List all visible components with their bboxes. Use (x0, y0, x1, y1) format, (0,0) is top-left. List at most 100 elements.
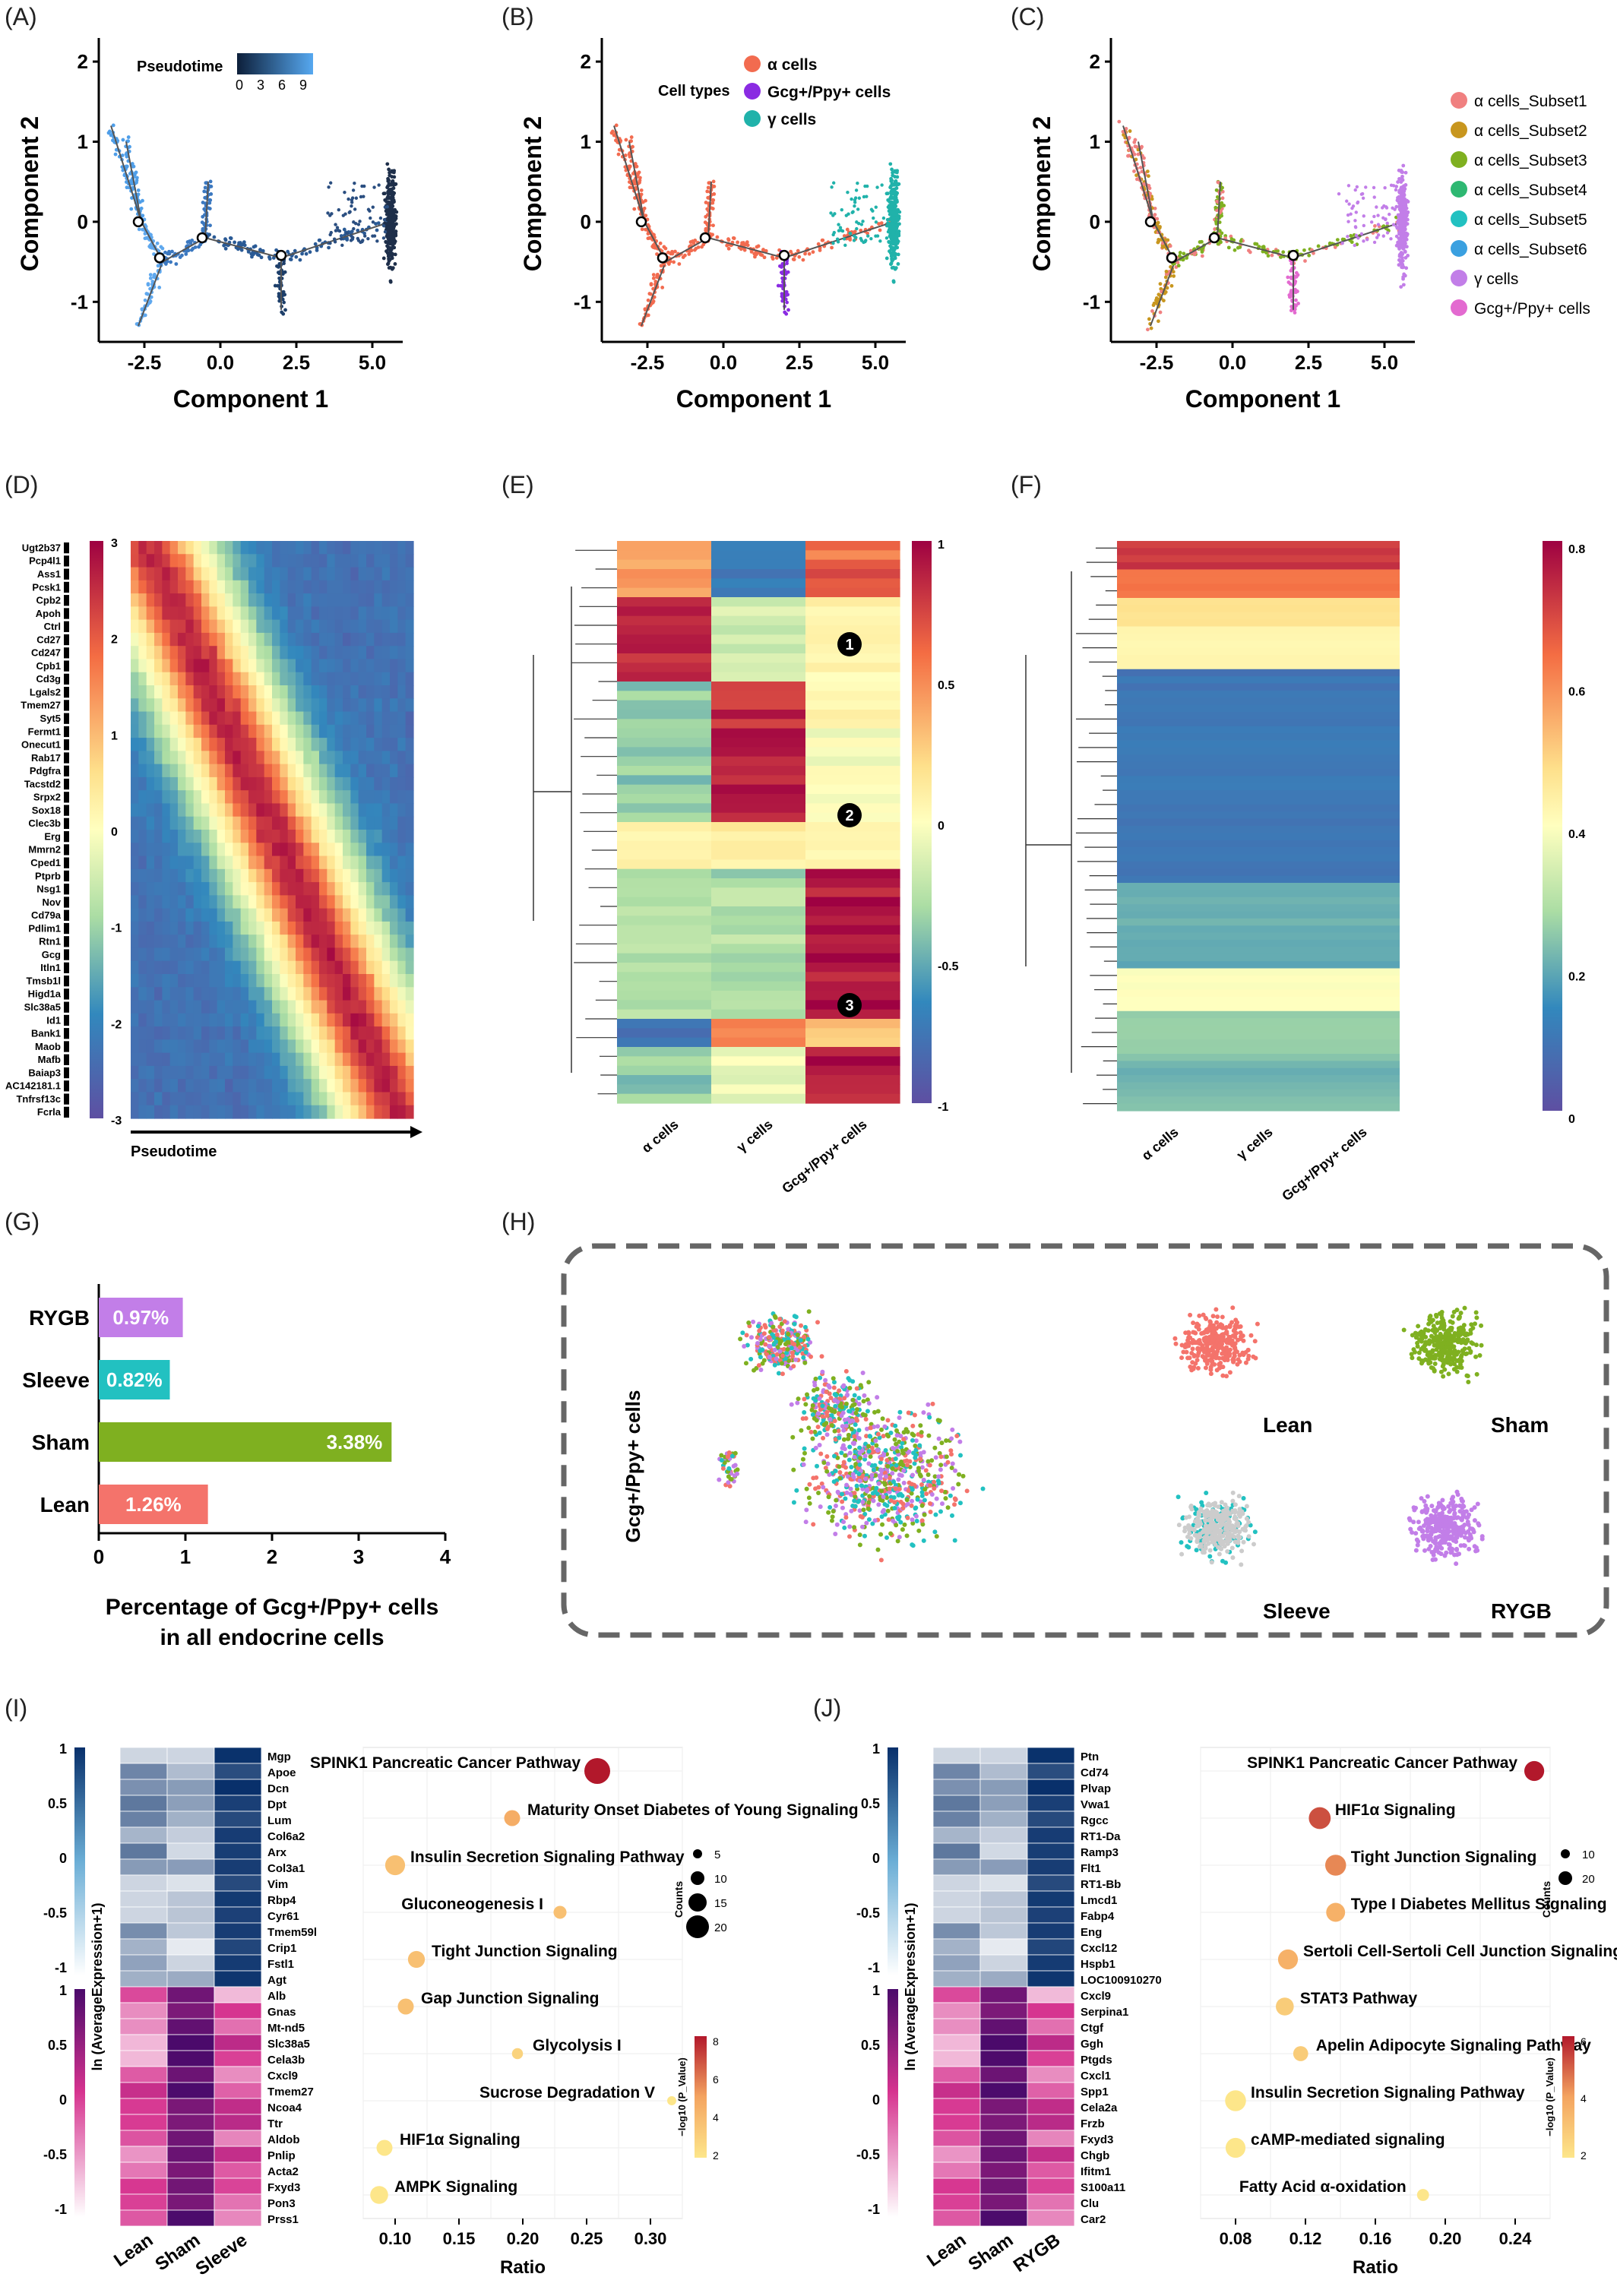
traj-cell-point (651, 243, 656, 248)
heatmap-d-cell (381, 830, 391, 843)
traj-cell-point (853, 201, 857, 204)
heatmap-d-gene-label: Tmem27 (21, 700, 61, 711)
heatmap-e-cell (711, 925, 806, 935)
heatmap-d-cell (303, 908, 312, 922)
heatmap-d-cell (131, 751, 139, 765)
heatmap-e-cell (617, 728, 712, 738)
heatmap-d-cell (131, 1092, 139, 1106)
heatmap-d-gene-marker (64, 844, 69, 855)
heatmap-d-cell (209, 960, 218, 975)
traj-cell-point (328, 241, 332, 245)
heatmap-d-cell (209, 619, 218, 634)
heatmap-d-cell (225, 855, 233, 870)
heatmap-d-cell (240, 593, 249, 607)
heatmap-d-cell (397, 843, 407, 857)
heatmap-d-cell (272, 1026, 280, 1040)
traj-cell-point (1147, 317, 1151, 321)
heatmap-d-cell (381, 711, 391, 726)
heatmap-d-gene-marker (64, 581, 69, 593)
heatmap-d-cell (178, 646, 186, 660)
heatmap-e-cell (617, 1075, 712, 1085)
heatmap-f-row (1117, 897, 1400, 905)
heatmap-e-cluster-number: 3 (845, 998, 853, 1014)
heatmap-d-cell (162, 632, 171, 647)
heatmap-d-cell (397, 672, 407, 686)
heatmap-d-cell (358, 659, 367, 673)
traj-cell-point (1238, 245, 1242, 249)
traj-cell-point (391, 186, 396, 191)
heatmap-d-cell (319, 816, 328, 830)
traj-cell-point (334, 223, 337, 226)
heatmap-d-cell (287, 803, 296, 818)
traj-cell-point (1400, 176, 1404, 181)
heatmap-e-cell (617, 972, 712, 982)
traj-cell-point (1372, 214, 1376, 219)
heatmap-d-cell (350, 830, 359, 843)
heatmap-d-cell (131, 868, 139, 883)
traj-cell-point (1176, 264, 1181, 268)
heatmap-d-cell (264, 1052, 273, 1067)
traj-cell-point (1266, 254, 1270, 258)
heatmap-d-cell (405, 1039, 414, 1054)
heatmap-d-cell (185, 698, 195, 713)
traj-cell-point (1216, 180, 1220, 185)
heatmap-d-cell (390, 619, 398, 634)
heatmap-d-cell (366, 724, 375, 738)
heatmap-d-cell (390, 855, 398, 870)
heatmap-d-cell (201, 908, 210, 922)
heatmap-d-cell (397, 947, 407, 962)
heatmap-d-gene-marker (64, 909, 69, 921)
heatmap-e-cell (711, 822, 806, 832)
heatmap-d-cell (178, 619, 186, 634)
heatmap-d-cell (343, 1039, 351, 1054)
umap-cell-point (776, 1371, 781, 1376)
traj-cell-point (895, 175, 900, 179)
heatmap-d-cell (217, 776, 226, 791)
heatmap-d-cell (381, 1105, 391, 1119)
traj-cell-point (351, 188, 356, 192)
heatmap-d-cell (146, 606, 155, 621)
heatmap-d-cell (350, 974, 359, 988)
traj-cell-point (890, 167, 894, 172)
heatmap-d-cell (193, 987, 202, 1001)
heatmap-d-cell (374, 908, 383, 922)
heatmap-d-cell (131, 935, 139, 949)
heatmap-d-cell (240, 908, 249, 922)
heatmap-d-cell (397, 803, 407, 818)
percentage-bar-chart: RYGB 0.97%Sleeve 0.82%Sham 3.38%Lean 1.26%0 1… (22, 1284, 451, 1568)
heatmap-d-cell (154, 619, 163, 634)
heatmap-d-cell (327, 1000, 336, 1014)
heatmap-d-cell (327, 776, 336, 791)
traj-branch-node (1144, 216, 1157, 228)
heatmap-d-cell (225, 908, 233, 922)
heatmap-d-cell (233, 554, 242, 568)
heatmap-d-cell (397, 921, 407, 935)
traj-cell-point (141, 213, 145, 218)
umap-cell-point (878, 1558, 884, 1563)
heatmap-d-cell (154, 646, 163, 660)
traj-cell-point (633, 182, 638, 186)
heatmap-d-cell (201, 632, 210, 647)
heatmap-d-cell (296, 1092, 304, 1106)
heatmap-d-cell (311, 830, 320, 843)
heatmap-d-cell (178, 711, 186, 726)
heatmap-d-cell (334, 816, 343, 830)
heatmap-d-cell (311, 593, 320, 607)
traj-cell-point (1401, 277, 1405, 281)
heatmap-d-cell (178, 868, 186, 883)
heatmap-d-cell (217, 1052, 226, 1067)
heatmap-d-cell (366, 868, 375, 883)
heatmap-d-cell (138, 1105, 147, 1119)
traj-cell-point (366, 207, 371, 211)
traj-x-tick-label: -2.5 (128, 351, 162, 374)
heatmap-d-cell (162, 711, 171, 726)
heatmap-d-cell (256, 830, 265, 843)
heatmap-d-cell (201, 1105, 210, 1119)
heatmap-d-cell (225, 646, 233, 660)
heatmap-d-cell (287, 606, 296, 621)
traj-cell-point (884, 223, 889, 228)
heatmap-f-column-label: Gcg+/Ppy+ cells (1279, 1124, 1369, 1204)
traj-cell-point (208, 223, 212, 228)
heatmap-d-gene-label: Apoh (36, 608, 61, 619)
